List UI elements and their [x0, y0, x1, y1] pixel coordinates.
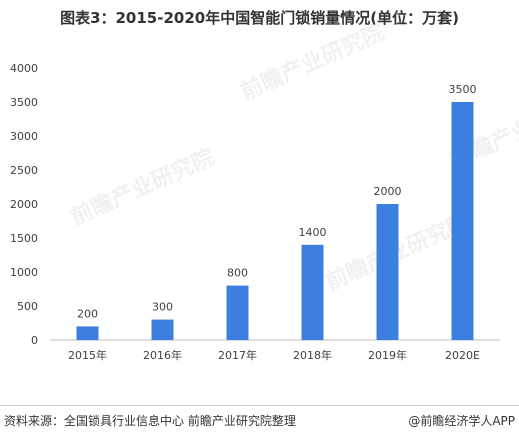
- data-label: 3500: [449, 83, 477, 96]
- y-tick-label: 3500: [10, 96, 38, 109]
- x-tick-label: 2017年: [218, 348, 257, 362]
- watermark-text: 前瞻产业研究院: [67, 144, 218, 230]
- data-label: 2000: [374, 185, 402, 198]
- chart-labels: 0 500 1000 1500 2000 2500 3000 3500 4000 200 2015年…: [10, 62, 480, 362]
- bar: [226, 285, 249, 340]
- y-tick-label: 2000: [10, 198, 38, 211]
- x-tick-label: 2015年: [68, 348, 107, 362]
- bar: [301, 244, 324, 340]
- data-label: 1400: [299, 226, 327, 239]
- y-tick-label: 3000: [10, 130, 38, 143]
- x-tick-label: 2020E: [445, 349, 480, 362]
- bar: [376, 204, 399, 340]
- y-tick-label: 2500: [10, 164, 38, 177]
- bar-series: [76, 102, 474, 340]
- data-label: 800: [227, 267, 248, 280]
- y-tick-label: 500: [17, 300, 38, 313]
- y-tick-label: 0: [31, 334, 38, 347]
- data-label: 300: [152, 301, 173, 314]
- watermark-layer: 前瞻产业研究院前瞻产业研究院前瞻产业研究院前瞻产业研究院: [67, 19, 519, 295]
- y-tick-label: 1500: [10, 232, 38, 245]
- footer-divider: [0, 405, 519, 406]
- chart-title: 图表3：2015-2020年中国智能门锁销量情况(单位：万套): [60, 9, 459, 27]
- data-label: 200: [77, 307, 98, 320]
- x-tick-label: 2018年: [293, 348, 332, 362]
- bar: [451, 102, 474, 340]
- y-tick-label: 4000: [10, 62, 38, 75]
- bar: [151, 319, 174, 340]
- y-tick-label: 1000: [10, 266, 38, 279]
- x-tick-label: 2019年: [368, 348, 407, 362]
- source-note: 资料来源：全国锁具行业信息中心 前瞻产业研究院整理: [4, 414, 296, 428]
- credit-note: @前瞻经济学人APP: [408, 414, 515, 428]
- bar: [76, 326, 99, 340]
- x-tick-label: 2016年: [143, 348, 182, 362]
- watermark-text: 前瞻产业研究院: [237, 19, 388, 105]
